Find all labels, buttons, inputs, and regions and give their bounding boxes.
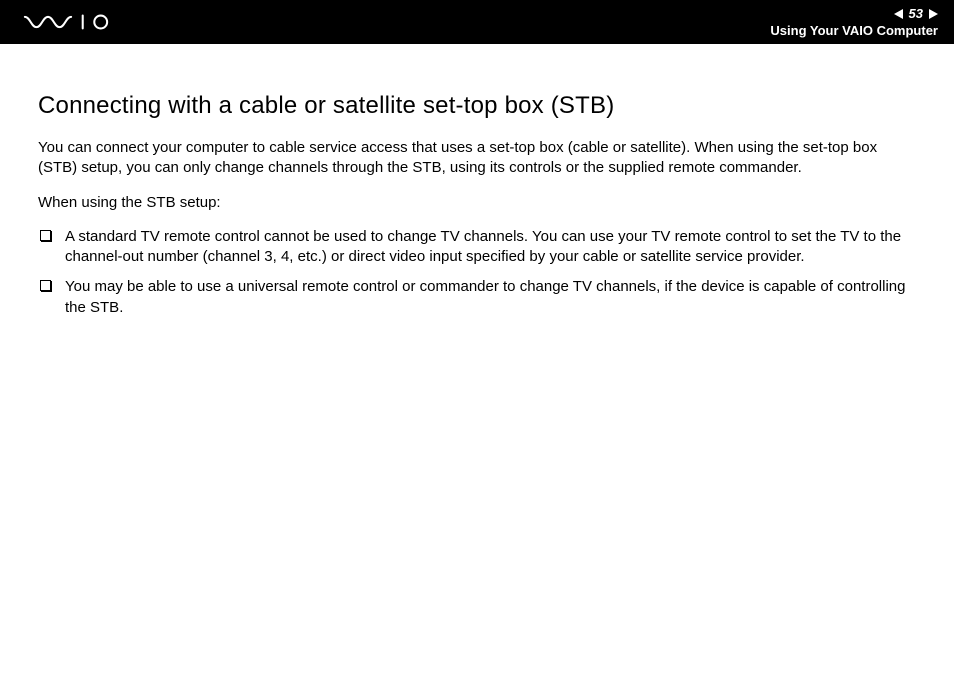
page-content: Connecting with a cable or satellite set… xyxy=(0,44,954,318)
intro-paragraph: You can connect your computer to cable s… xyxy=(38,138,916,179)
next-page-arrow-icon[interactable] xyxy=(929,9,938,19)
bullet-icon xyxy=(40,230,51,241)
prev-page-arrow-icon[interactable] xyxy=(894,9,903,19)
bullet-icon xyxy=(40,280,51,291)
bullet-text: A standard TV remote control cannot be u… xyxy=(65,227,916,268)
page-header: 53 Using Your VAIO Computer xyxy=(0,0,954,44)
section-title: Using Your VAIO Computer xyxy=(770,23,938,38)
list-item: A standard TV remote control cannot be u… xyxy=(38,227,916,268)
list-item: You may be able to use a universal remot… xyxy=(38,277,916,318)
page-number: 53 xyxy=(909,6,923,21)
lead-in-text: When using the STB setup: xyxy=(38,193,916,213)
page-title: Connecting with a cable or satellite set… xyxy=(38,92,916,120)
header-right: 53 Using Your VAIO Computer xyxy=(770,6,938,38)
bullet-text: You may be able to use a universal remot… xyxy=(65,277,916,318)
page-navigator: 53 xyxy=(894,6,938,21)
vaio-logo xyxy=(20,13,130,31)
bullet-list: A standard TV remote control cannot be u… xyxy=(38,227,916,318)
